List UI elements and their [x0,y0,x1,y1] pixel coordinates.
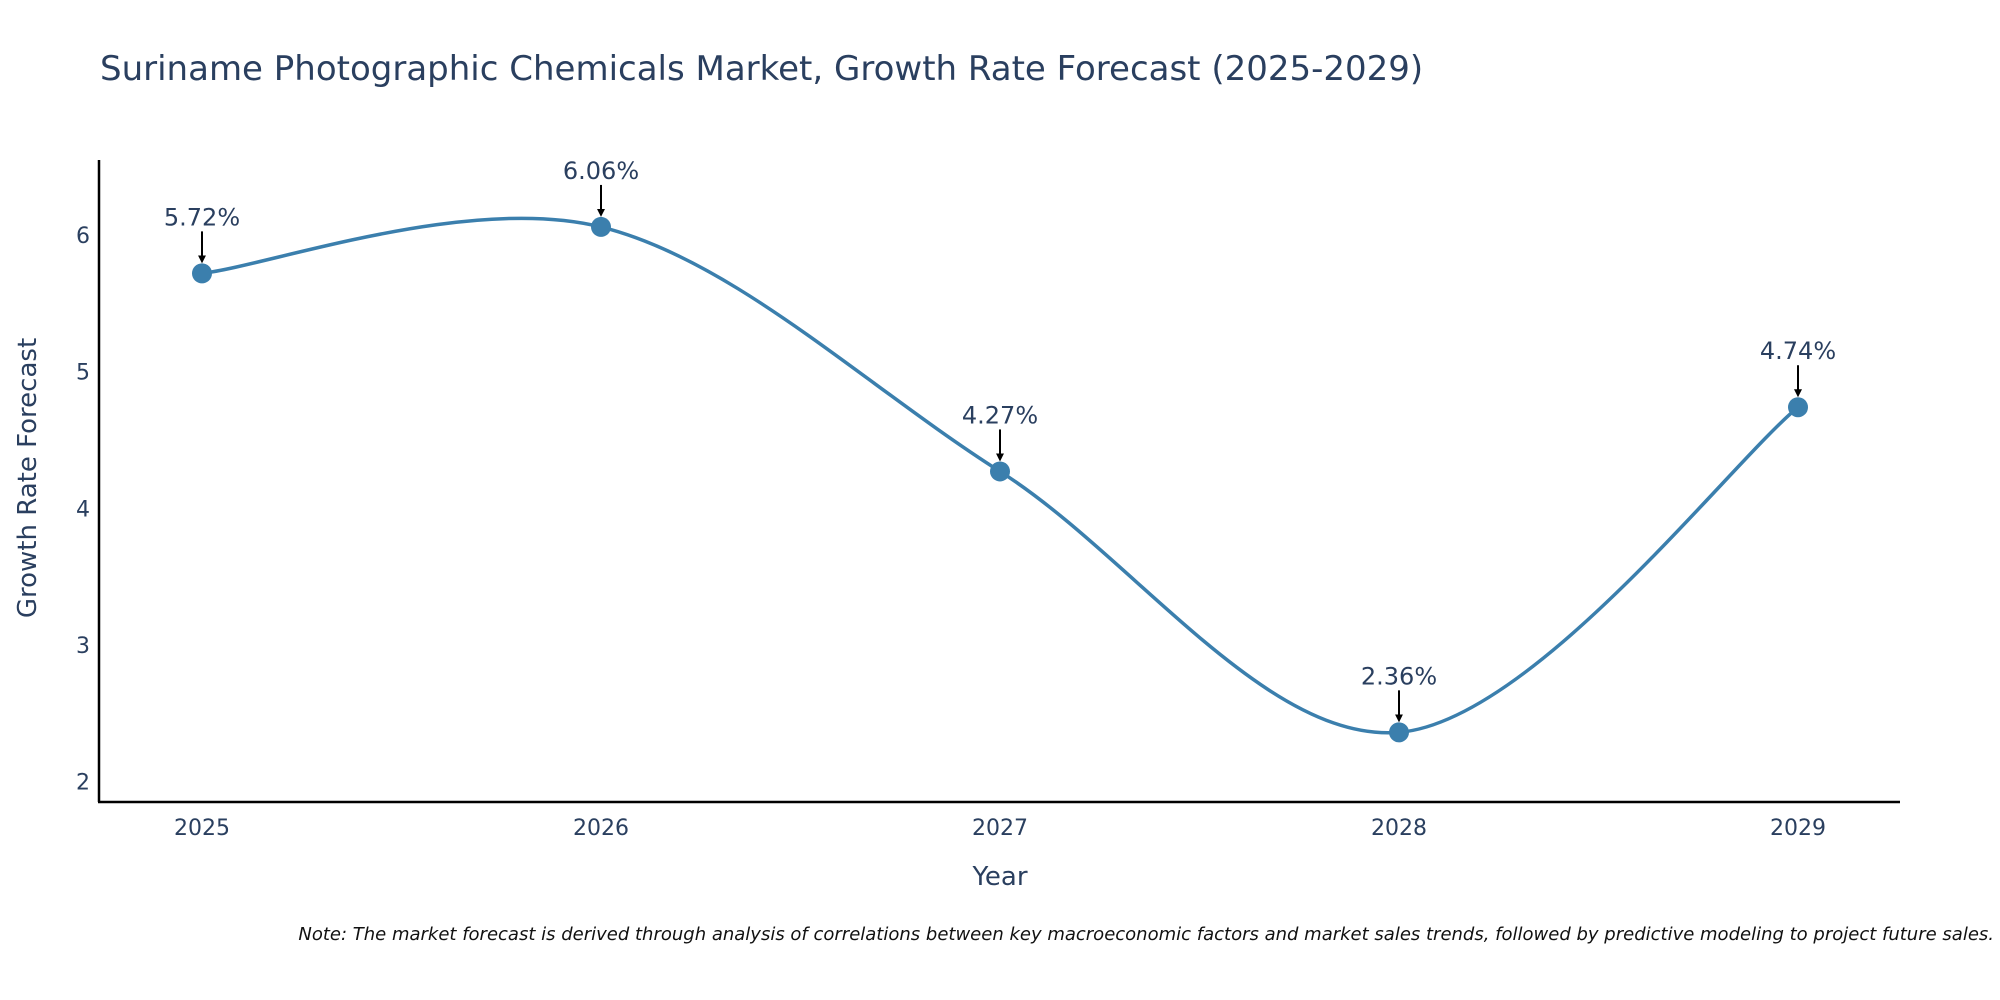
y-tick-label: 3 [76,634,90,659]
x-tick-label: 2025 [174,816,230,841]
data-point-2029 [1788,397,1808,418]
data-label: 5.72% [164,203,240,231]
data-point-2025 [192,263,212,284]
x-axis-title: Year [971,862,1027,892]
y-axis-ticks: 2 3 4 5 6 [76,224,90,795]
y-axis-title: Growth Rate Forecast [13,338,43,618]
data-markers [192,216,1808,743]
data-point-2027 [990,461,1010,482]
annotation-2029: 4.74% [1760,337,1836,398]
annotation-2026: 6.06% [563,157,639,217]
y-tick-label: 6 [76,224,90,249]
x-axis-ticks: 2025 2026 2027 2028 2029 [174,816,1826,841]
data-label: 6.06% [563,157,639,185]
data-label: 4.74% [1760,337,1836,365]
y-tick-label: 4 [76,497,90,522]
y-tick-label: 2 [76,771,90,796]
y-tick-label: 5 [76,361,90,386]
data-label: 2.36% [1361,662,1437,690]
footnote: Note: The market forecast is derived thr… [298,924,1994,945]
data-label: 4.27% [962,401,1038,429]
chart-title: Suriname Photographic Chemicals Market, … [100,49,1423,89]
x-tick-label: 2028 [1371,816,1427,841]
data-point-2028 [1389,722,1409,743]
series-line [201,216,1800,735]
data-annotations: 5.72% 6.06% 4.27% 2.36% 4.74% [164,157,1836,723]
x-tick-label: 2027 [972,816,1028,841]
annotation-2027: 4.27% [962,401,1038,462]
x-tick-label: 2029 [1770,816,1826,841]
x-tick-label: 2026 [573,816,629,841]
annotation-2028: 2.36% [1361,662,1437,723]
data-point-2026 [591,216,611,237]
annotation-2025: 5.72% [164,203,240,264]
